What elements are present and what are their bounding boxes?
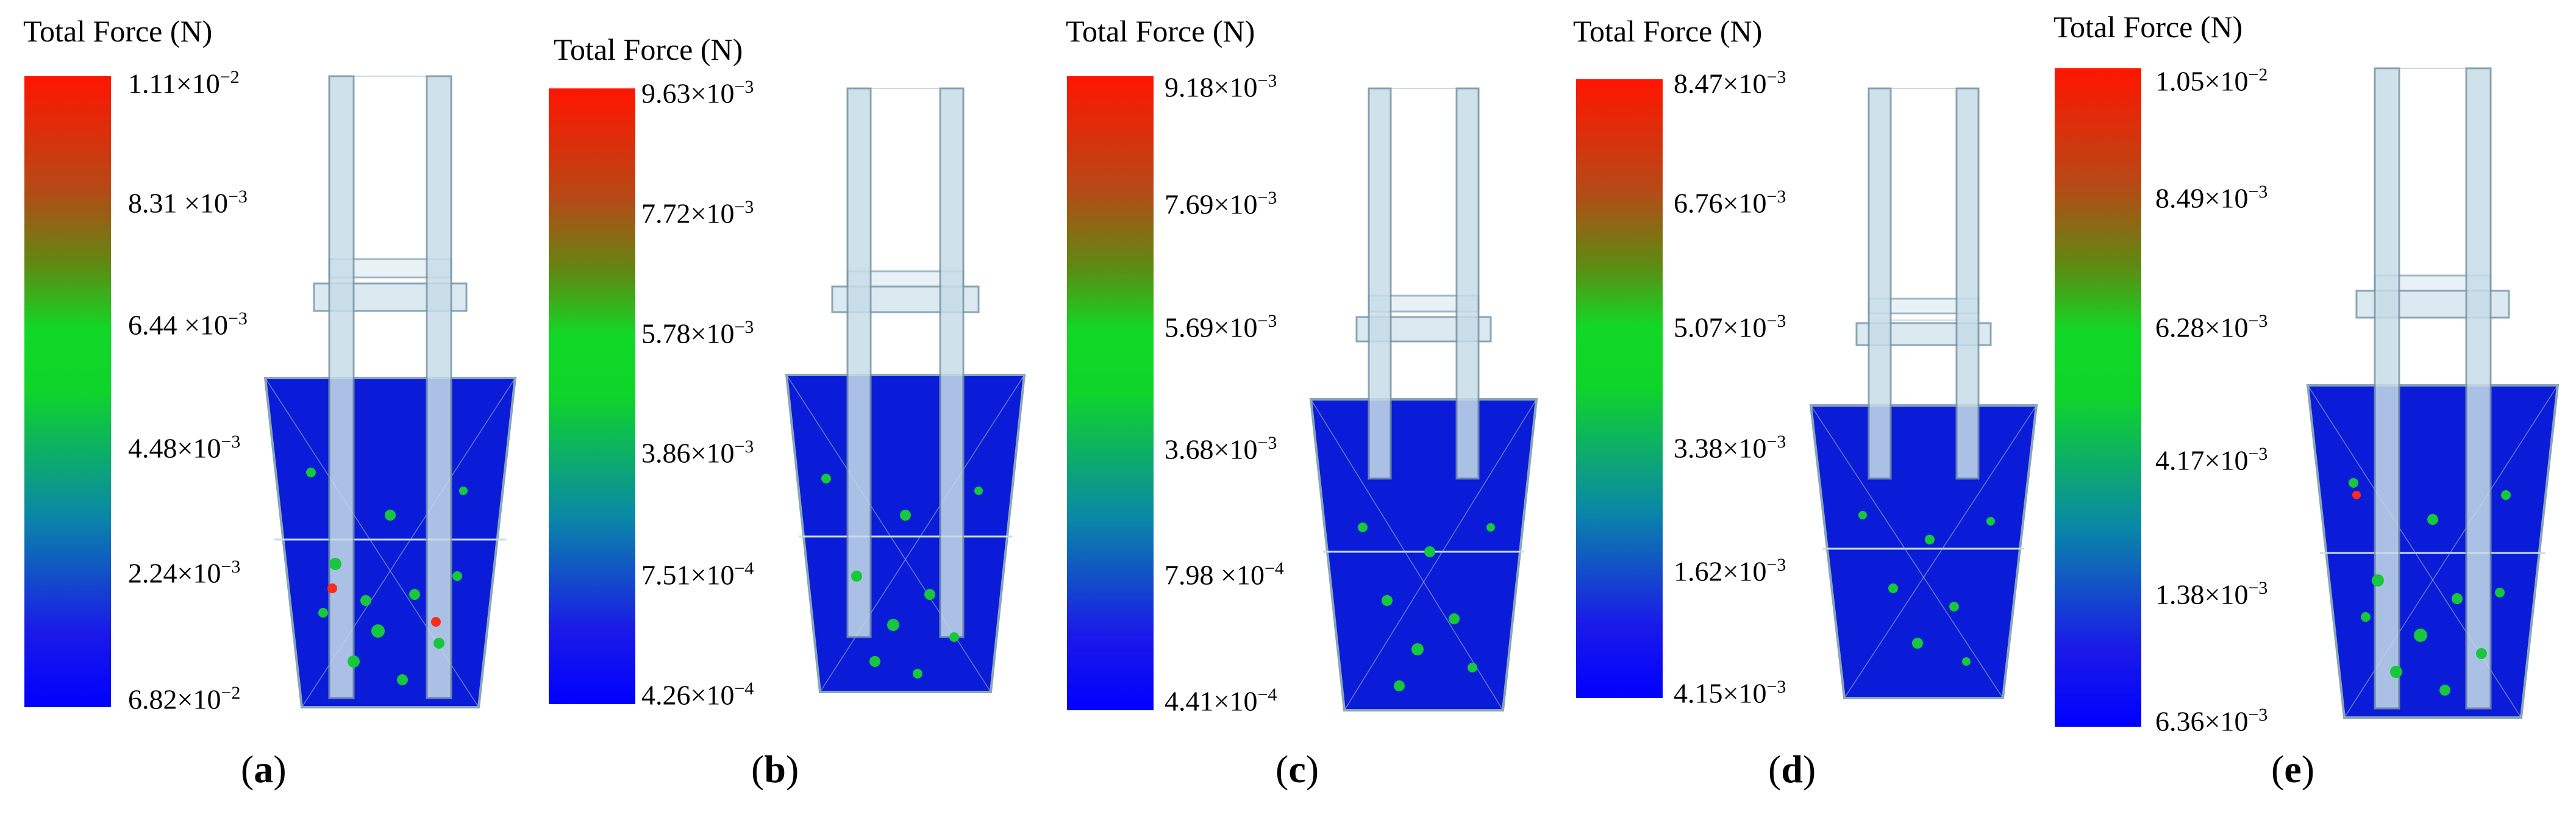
panel-b: Total Force (N) 9.63×10−3 7.72×10−3 5.78… [524,0,1036,820]
colorbar-tick-1: 1.05×10−2 [2155,65,2268,97]
colorbar-tick-4: 3.86×10−3 [641,437,754,469]
subfigure-label: (e) [2271,747,2315,791]
colorbar-title: Total Force (N) [2053,10,2243,44]
subfigure-label: (b) [751,747,799,791]
colorbar-tick-3: 6.28×10−3 [2155,311,2268,343]
colorbar-tick-5: 2.24×10−3 [128,557,241,589]
colorbar-tick-5: 1.38×10−3 [2155,578,2268,610]
colorbar [549,88,635,704]
colorbar-tick-2: 8.49×10−3 [2155,182,2268,214]
colorbar-tick-5: 7.98 ×10−4 [1165,558,1284,591]
subfigure-label: (a) [241,747,287,791]
colorbar-tick-2: 6.76×10−3 [1674,187,1786,219]
colorbar-tick-6: 4.26×10−4 [641,679,754,711]
colorbar-tick-4: 3.38×10−3 [1674,432,1786,464]
colorbar-tick-4: 3.68×10−3 [1165,433,1277,465]
colorbar-tick-6: 4.15×10−3 [1674,677,1786,709]
hopper-simulation [2306,67,2560,719]
colorbar [24,76,111,707]
colorbar-title: Total Force (N) [1066,14,1255,48]
hopper-simulation [263,75,517,708]
colorbar-tick-3: 6.44 ×10−3 [128,308,248,341]
colorbar-title: Total Force (N) [1573,14,1763,48]
colorbar-tick-4: 4.17×10−3 [2155,444,2268,476]
colorbar-tick-5: 7.51×10−4 [641,558,754,591]
colorbar [1067,76,1154,710]
colorbar-tick-2: 7.72×10−3 [641,197,754,229]
hopper-simulation [785,87,1026,693]
hopper-simulation [1309,87,1538,711]
colorbar-tick-6: 4.41×10−4 [1165,685,1277,717]
colorbar [1576,79,1663,698]
colorbar-tick-3: 5.78×10−3 [641,317,754,349]
colorbar-tick-3: 5.69×10−3 [1165,311,1277,343]
colorbar-title: Total Force (N) [554,32,743,66]
panel-a: Total Force (N) 1.11×10−2 8.31 ×10−3 6.4… [0,0,517,820]
hopper-simulation [1809,87,2038,699]
subfigure-label: (c) [1276,747,1319,791]
colorbar-tick-4: 4.48×10−3 [128,432,241,464]
colorbar-tick-6: 6.36×10−3 [2155,705,2268,737]
colorbar-tick-2: 7.69×10−3 [1165,188,1277,220]
colorbar [2055,68,2141,727]
colorbar-tick-1: 8.47×10−3 [1674,67,1786,99]
colorbar-tick-5: 1.62×10−3 [1674,555,1786,587]
panel-d: Total Force (N) 8.47×10−3 6.76×10−3 5.07… [1552,0,2064,820]
colorbar-tick-1: 9.63×10−3 [641,77,754,109]
colorbar-tick-1: 9.18×10−3 [1165,71,1277,103]
colorbar-tick-2: 8.31 ×10−3 [128,187,248,219]
panel-c: Total Force (N) 9.18×10−3 7.69×10−3 5.69… [1043,0,1555,820]
colorbar-tick-3: 5.07×10−3 [1674,311,1786,343]
panel-e: Total Force (N) 1.05×10−2 8.49×10−3 6.28… [2030,0,2560,820]
subfigure-label: (d) [1768,747,1816,791]
colorbar-tick-6: 6.82×10−2 [128,683,241,715]
colorbar-tick-1: 1.11×10−2 [128,67,240,99]
colorbar-title: Total Force (N) [23,14,213,48]
